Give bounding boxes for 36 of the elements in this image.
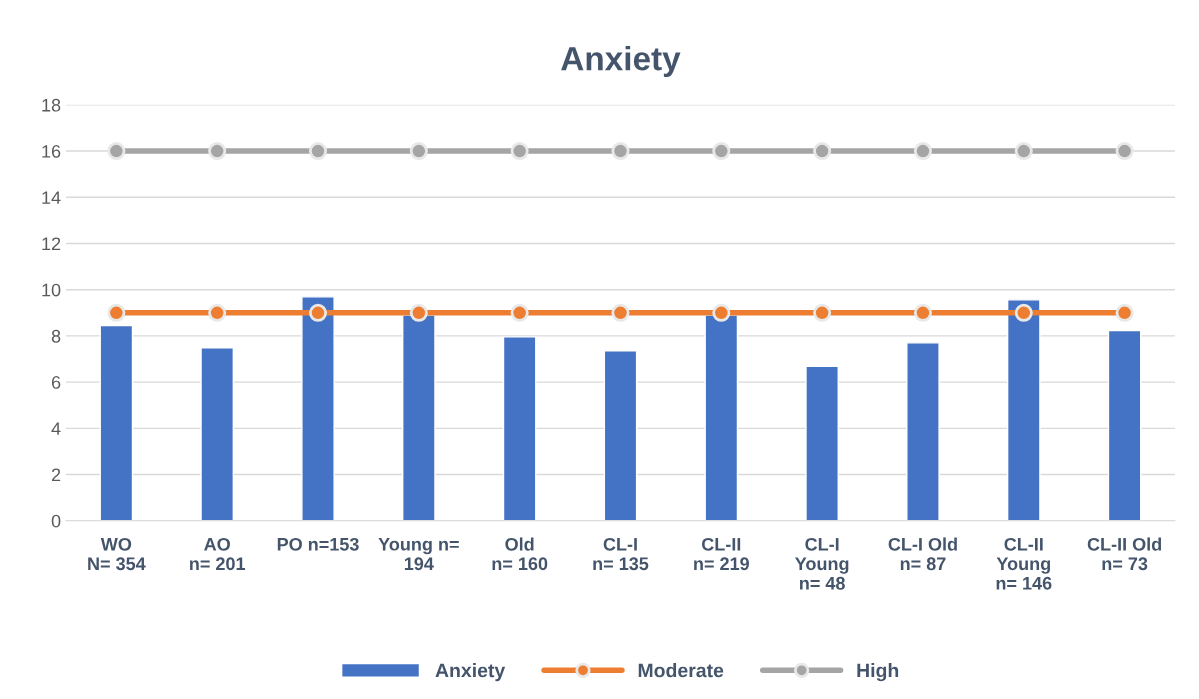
x-tick-label: CL-I Young n= 48	[795, 537, 849, 590]
bar	[704, 314, 739, 521]
bar	[301, 296, 335, 521]
x-tick-label: CL-II n= 219	[694, 537, 749, 571]
y-tick-label: 0	[51, 514, 61, 528]
y-tick-label: 12	[42, 237, 61, 251]
bar	[1006, 299, 1041, 521]
legend-label: Moderate	[638, 663, 724, 678]
y-tick-label: 14	[42, 191, 61, 204]
y-tick-label: 8	[51, 329, 61, 343]
x-tick-label: CL-I n= 135	[593, 537, 649, 571]
x-tick-label: AO n= 201	[190, 537, 246, 571]
y-tick-label: 16	[42, 145, 61, 158]
y-tick-label: 10	[42, 283, 61, 297]
bar	[402, 314, 436, 521]
x-tick-label: Young n= 194	[378, 538, 459, 571]
bar	[906, 342, 940, 521]
legend-label: High	[857, 663, 899, 682]
x-tick-label: Old n= 160	[492, 537, 548, 571]
chart-title: Anxiety	[561, 45, 681, 78]
bar	[805, 365, 839, 521]
y-tick-label: 4	[51, 422, 61, 435]
x-tick-label: CL-II Old n= 73	[1087, 537, 1162, 571]
bar	[99, 324, 134, 521]
x-tick-label: WO N= 354	[88, 537, 146, 571]
x-tick-label: PO n=153	[277, 537, 359, 551]
bar	[200, 347, 235, 521]
y-tick-label: 2	[51, 468, 61, 482]
bar	[502, 336, 537, 521]
y-tick-label: 18	[42, 98, 61, 112]
bar	[603, 350, 638, 521]
bar	[1107, 329, 1142, 521]
legend-label: Anxiety	[435, 663, 506, 682]
x-tick-label: CL-II Young n= 146	[996, 537, 1052, 590]
y-tick-label: 6	[51, 376, 61, 389]
x-tick-label: CL-I Old n= 87	[888, 537, 957, 571]
